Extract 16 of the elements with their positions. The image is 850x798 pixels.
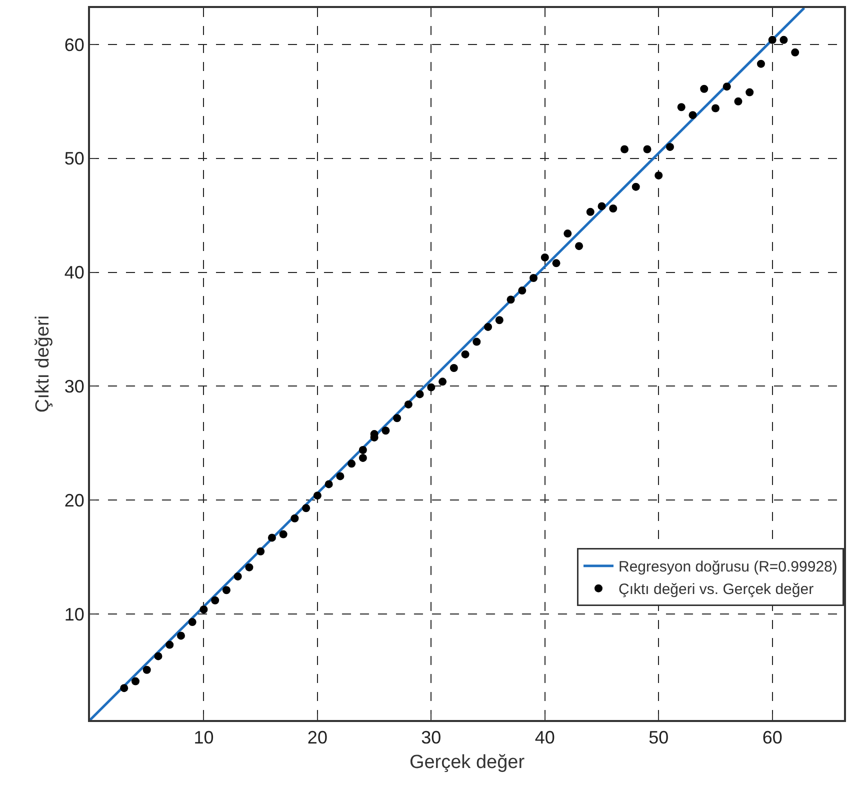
x-tick-label: 20: [307, 728, 328, 748]
y-tick-label: 50: [64, 148, 84, 169]
y-axis-title: Çıktı değeri: [32, 315, 54, 413]
x-tick-label: 30: [421, 728, 442, 748]
legend-label: Çıktı değeri vs. Gerçek değer: [618, 581, 814, 598]
legend-label: Regresyon doğrusu (R=0.99928): [618, 558, 838, 576]
y-tick-label: 20: [64, 490, 84, 510]
x-tick-label: 10: [194, 728, 214, 748]
x-tick-label: 40: [534, 728, 555, 748]
y-tick-label: 30: [64, 376, 84, 397]
y-tick-label: 40: [64, 262, 84, 283]
y-tick-label: 10: [64, 604, 84, 624]
y-tick-label: 60: [64, 34, 84, 55]
x-tick-label: 50: [648, 728, 669, 748]
x-axis-title: Gerçek değer: [409, 752, 526, 773]
x-tick-label: 60: [762, 728, 782, 748]
